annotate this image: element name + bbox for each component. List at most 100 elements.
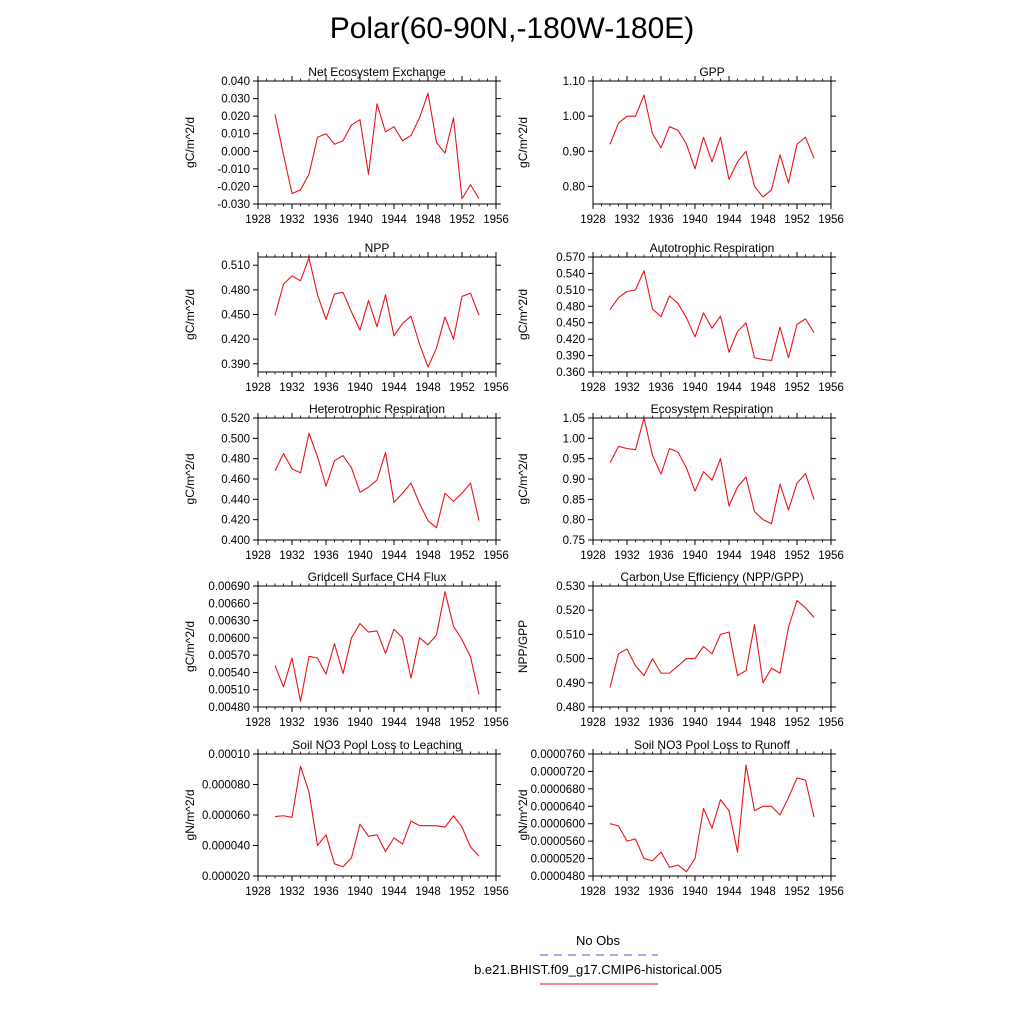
x-tick-label: 1952 (784, 886, 810, 898)
y-axis-label: gC/m^2/d (183, 289, 197, 340)
y-tick-label: 0.90 (563, 474, 585, 486)
x-tick-label: 1948 (750, 382, 776, 394)
x-tick-label: 1944 (716, 382, 742, 394)
x-tick-label: 1944 (716, 717, 742, 729)
y-tick-label: 0.020 (221, 111, 250, 123)
x-tick-label: 1932 (279, 886, 305, 898)
y-tick-label: 0.00540 (208, 667, 250, 679)
panel-title: Soil NO3 Pool Loss to Leaching (292, 738, 461, 752)
y-axis-label: NPP/GPP (516, 620, 530, 673)
series-line (609, 764, 815, 873)
plot-frame (257, 585, 497, 708)
y-axis-label: gC/m^2/d (516, 117, 530, 168)
y-axis-label: gN/m^2/d (516, 790, 530, 841)
x-tick-label: 1932 (614, 214, 640, 226)
y-tick-label: 0.90 (563, 146, 585, 158)
legend-obs-label: No Obs (576, 933, 621, 948)
panel-title: Autotrophic Respiration (650, 241, 775, 255)
y-tick-label: 0.500 (556, 654, 585, 666)
x-tick-label: 1936 (648, 717, 674, 729)
x-tick-label: 1928 (580, 550, 606, 562)
x-tick-label: 1928 (245, 214, 271, 226)
x-tick-label: 1948 (415, 214, 441, 226)
x-tick-label: 1956 (818, 382, 844, 394)
plot-frame (257, 753, 497, 877)
x-tick-label: 1952 (784, 382, 810, 394)
y-tick-label: 0.520 (556, 605, 585, 617)
x-tick-label: 1956 (483, 717, 509, 729)
x-tick-label: 1948 (415, 717, 441, 729)
x-tick-label: 1928 (245, 717, 271, 729)
y-tick-label: 0.030 (221, 94, 250, 106)
x-tick-label: 1948 (415, 550, 441, 562)
x-tick-label: 1940 (347, 717, 373, 729)
x-tick-label: 1932 (614, 550, 640, 562)
x-tick-label: 1952 (449, 886, 475, 898)
x-tick-label: 1928 (245, 382, 271, 394)
panel-4: Autotrophic Respiration 1928 1932 1936 1940 1… (516, 241, 844, 394)
x-tick-label: 1936 (648, 214, 674, 226)
x-tick-label: 1944 (716, 550, 742, 562)
x-tick-label: 1932 (279, 214, 305, 226)
x-tick-label: 1956 (483, 382, 509, 394)
y-axis-label: gC/m^2/d (516, 289, 530, 340)
x-tick-label: 1936 (313, 382, 339, 394)
y-tick-label: -0.020 (217, 181, 250, 193)
y-tick-label: 0.420 (221, 515, 250, 527)
x-tick-label: 1936 (648, 886, 674, 898)
x-tick-label: 1948 (750, 717, 776, 729)
y-tick-label: 0.75 (563, 535, 585, 547)
y-axis-label: gC/m^2/d (516, 454, 530, 505)
y-tick-label: 0.510 (556, 629, 585, 641)
y-tick-label: 0.540 (556, 268, 585, 280)
x-tick-label: 1952 (449, 550, 475, 562)
y-tick-label: 1.00 (563, 111, 585, 123)
y-tick-label: 0.000060 (202, 810, 250, 822)
panel-8: Carbon Use Efficiency (NPP/GPP) 1928 1932 1… (516, 570, 844, 729)
y-tick-label: 0.500 (221, 433, 250, 445)
legend-model-label: b.e21.BHIST.f09_g17.CMIP6-historical.005 (474, 962, 722, 977)
y-tick-label: 0.570 (556, 252, 585, 264)
y-tick-label: 0.520 (221, 413, 250, 425)
panel-2: GPP 1928 1932 1936 1940 1944 1948 1952 1956 0.80 0… (516, 65, 844, 226)
x-tick-label: 1936 (648, 382, 674, 394)
x-tick-label: 1952 (449, 717, 475, 729)
x-tick-label: 1928 (580, 886, 606, 898)
x-tick-label: 1940 (682, 886, 708, 898)
series-line (609, 270, 815, 362)
x-tick-label: 1940 (682, 717, 708, 729)
y-tick-label: 0.00570 (208, 650, 250, 662)
x-tick-label: 1952 (784, 717, 810, 729)
y-tick-label: 0.460 (221, 474, 250, 486)
y-tick-label: 1.10 (563, 76, 585, 88)
y-tick-label: 0.0000760 (531, 749, 585, 761)
x-tick-label: 1948 (750, 214, 776, 226)
x-tick-label: 1940 (682, 550, 708, 562)
x-tick-label: 1948 (415, 886, 441, 898)
y-tick-label: 0.450 (556, 318, 585, 330)
x-tick-label: 1936 (313, 214, 339, 226)
x-tick-label: 1956 (483, 214, 509, 226)
y-tick-label: 0.510 (556, 285, 585, 297)
panel-title: GPP (699, 65, 724, 79)
y-tick-label: 0.0000680 (531, 784, 585, 796)
y-tick-label: 0.480 (221, 454, 250, 466)
panel-1: Net Ecosystem Exchange 1928 1932 1936 1940 19… (183, 65, 509, 226)
panel-title: Net Ecosystem Exchange (308, 65, 446, 79)
y-tick-label: 0.00690 (208, 581, 250, 593)
x-tick-label: 1956 (818, 550, 844, 562)
y-tick-label: -0.030 (217, 199, 250, 211)
x-tick-label: 1940 (347, 550, 373, 562)
x-tick-label: 1932 (614, 717, 640, 729)
y-tick-label: 0.360 (556, 367, 585, 379)
panel-title: Ecosystem Respiration (651, 402, 774, 416)
y-tick-label: 0.450 (221, 310, 250, 322)
panel-10: Soil NO3 Pool Loss to Runoff 1928 1932 1936… (516, 738, 844, 898)
x-tick-label: 1956 (483, 886, 509, 898)
y-tick-label: 0.480 (221, 285, 250, 297)
y-tick-label: 0.000040 (202, 841, 250, 853)
x-tick-label: 1932 (279, 382, 305, 394)
y-axis-label: gC/m^2/d (183, 454, 197, 505)
x-tick-label: 1940 (347, 382, 373, 394)
